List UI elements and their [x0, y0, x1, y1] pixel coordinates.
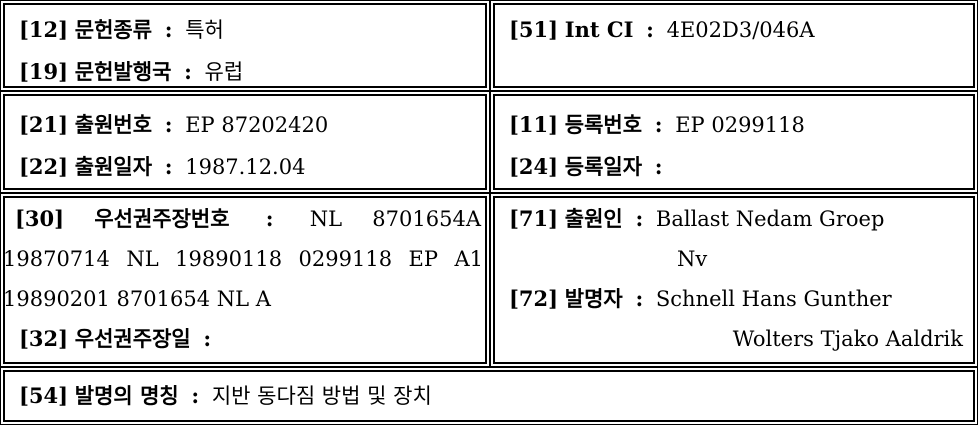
field-value: 1987.12.04 — [185, 155, 306, 179]
cell-applicant-inventor: [71] 출원인 : Ballast Nedam Groep Nv [72] 발… — [490, 193, 978, 367]
field-label: 출원일자 — [74, 154, 153, 179]
field-separator: : — [265, 206, 274, 231]
field-value: EP 87202420 — [185, 113, 329, 137]
field-value: 19890201 8701654 NL A — [3, 287, 271, 311]
field-code: [32] — [19, 326, 69, 351]
field-code: [22] — [19, 154, 69, 179]
field-label: 발명자 — [564, 286, 623, 311]
field-value: NL 8701654A — [309, 207, 481, 231]
field-separator: : — [203, 326, 212, 351]
cell-priority: [30] 우선권주장번호 : NL 8701654A 19870714 NL 1… — [0, 193, 490, 367]
field-value: 19870714 NL 19890118 0299118 EP A1 — [3, 247, 483, 271]
field-label: Int CI — [564, 17, 634, 42]
field-separator: : — [184, 59, 192, 84]
field-value: Wolters Tjako Aaldrik — [732, 327, 963, 351]
cell-int-ci: [51] Int CI : 4E02D3/046A — [490, 0, 978, 91]
field-72: [72] 발명자 : Schnell Hans Gunther — [509, 284, 892, 314]
field-30: [30] 우선권주장번호 : NL 8701654A — [15, 204, 481, 234]
field-21: [21] 출원번호 : EP 87202420 — [19, 110, 328, 140]
field-value: Nv — [677, 247, 708, 271]
field-value: Ballast Nedam Groep — [655, 207, 885, 231]
field-30-continued: 19870714 NL 19890118 0299118 EP A1 — [3, 244, 483, 274]
field-71-continued: Nv — [677, 244, 707, 274]
field-label: 우선권주장번호 — [94, 206, 230, 231]
field-separator: : — [191, 383, 200, 408]
field-code: [30] — [15, 206, 65, 231]
cell-registration: [11] 등록번호 : EP 0299118 [24] 등록일자 : — [490, 91, 978, 193]
field-label: 출원번호 — [74, 112, 153, 137]
cell-document-type: [12] 문헌종류 : 특허 [19] 문헌발행국 : 유럽 — [0, 0, 490, 91]
field-30-continued: 19890201 8701654 NL A — [3, 284, 271, 314]
field-code: [54] — [19, 383, 69, 408]
field-72-continued: Wolters Tjako Aaldrik — [733, 324, 963, 354]
field-separator: : — [164, 112, 173, 137]
field-22: [22] 출원일자 : 1987.12.04 — [19, 152, 305, 182]
field-code: [24] — [509, 154, 559, 179]
field-separator: : — [164, 154, 173, 179]
field-value: 특허 — [185, 18, 224, 42]
field-11: [11] 등록번호 : EP 0299118 — [509, 110, 805, 140]
field-label: 등록번호 — [564, 112, 643, 137]
field-code: [12] — [19, 17, 69, 42]
field-54: [54] 발명의 명칭 : 지반 동다짐 방법 및 장치 — [19, 381, 432, 411]
field-32: [32] 우선권주장일 : — [19, 324, 217, 354]
field-label: 우선권주장일 — [74, 326, 191, 351]
field-code: [21] — [19, 112, 69, 137]
field-code: [51] — [509, 17, 559, 42]
field-12: [12] 문헌종류 : 특허 — [19, 15, 224, 45]
field-value: 지반 동다짐 방법 및 장치 — [211, 384, 432, 408]
field-separator: : — [635, 286, 644, 311]
field-code: [19] — [19, 59, 69, 84]
field-separator: : — [646, 17, 654, 42]
field-code: [11] — [509, 112, 559, 137]
field-code: [72] — [509, 286, 559, 311]
field-value: EP 0299118 — [675, 113, 805, 137]
field-19: [19] 문헌발행국 : 유럽 — [19, 57, 243, 87]
cell-application: [21] 출원번호 : EP 87202420 [22] 출원일자 : 1987… — [0, 91, 490, 193]
field-separator: : — [164, 17, 173, 42]
field-24: [24] 등록일자 : — [509, 152, 669, 182]
field-51: [51] Int CI : 4E02D3/046A — [509, 15, 815, 45]
field-separator: : — [654, 112, 663, 137]
field-value: 유럽 — [204, 60, 244, 84]
field-code: [71] — [509, 206, 559, 231]
field-separator: : — [654, 154, 663, 179]
field-value: Schnell Hans Gunther — [655, 287, 892, 311]
field-separator: : — [635, 206, 644, 231]
field-71: [71] 출원인 : Ballast Nedam Groep — [509, 204, 884, 234]
field-label: 문헌발행국 — [74, 59, 172, 84]
field-label: 발명의 명칭 — [74, 383, 179, 408]
field-label: 문헌종류 — [74, 17, 153, 42]
field-label: 출원인 — [564, 206, 623, 231]
field-value: 4E02D3/046A — [666, 18, 815, 42]
field-label: 등록일자 — [564, 154, 643, 179]
cell-invention-title: [54] 발명의 명칭 : 지반 동다짐 방법 및 장치 — [0, 367, 978, 425]
